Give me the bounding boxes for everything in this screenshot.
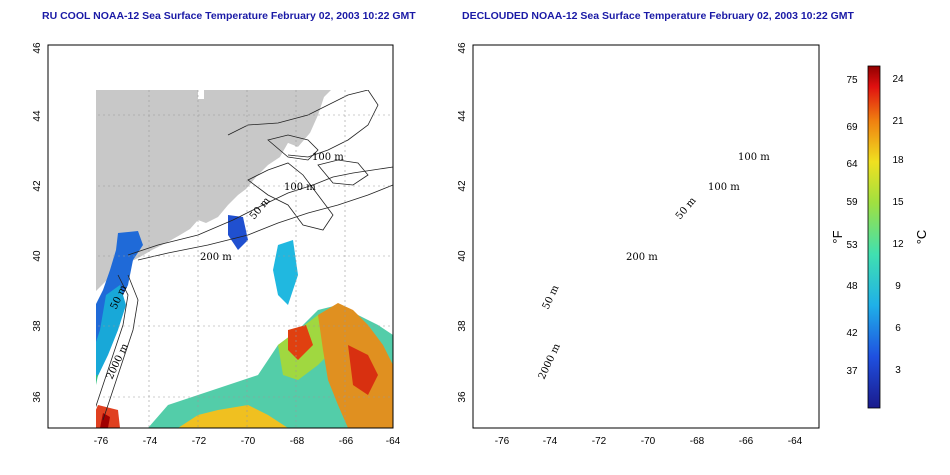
lon-tick-label: -74 [543, 436, 558, 447]
lon-tick-label: -70 [241, 436, 256, 447]
colorbar-c-label: 18 [892, 155, 904, 166]
lon-tick-label: -70 [641, 436, 656, 447]
lon-tick-label: -72 [592, 436, 607, 447]
colorbar-c-label: 6 [895, 323, 901, 334]
lat-tick-label: 38 [32, 320, 43, 332]
lon-tick-label: -76 [495, 436, 510, 447]
lon-tick-label: -64 [386, 436, 401, 447]
left-map [96, 90, 394, 428]
lat-tick-label: 38 [457, 320, 468, 332]
colorbar-c-label: 15 [892, 197, 904, 208]
lon-tick-label: -76 [94, 436, 109, 447]
lat-tick-label: 42 [457, 180, 468, 192]
contour-label-2000m: 2000 m [537, 342, 563, 382]
contour-label-100m-a: 100 m [312, 152, 344, 163]
colorbar-c-label: 21 [892, 116, 904, 127]
lat-tick-label: 46 [457, 42, 468, 54]
left-panel-title: RU COOL NOAA-12 Sea Surface Temperature … [42, 10, 416, 22]
colorbar-c-label: 12 [892, 239, 904, 250]
colorbar-f-label: 64 [846, 159, 858, 170]
colorbar-f-label: 37 [846, 366, 858, 377]
colorbar-c-label: 9 [895, 281, 901, 292]
lat-tick-label: 44 [457, 110, 468, 122]
right-map-frame [472, 44, 820, 429]
colorbar-f-label: 75 [846, 75, 858, 86]
colorbar-f-label: 42 [846, 328, 858, 339]
lat-tick-label: 40 [457, 250, 468, 262]
contour-label-100m-b: 100 m [708, 182, 740, 193]
colorbar-f-label: 59 [846, 197, 858, 208]
colorbar-unit-f: °F [830, 230, 845, 243]
lon-tick-label: -72 [192, 436, 207, 447]
contour-label-50m-b: 50 m [541, 283, 562, 311]
lon-tick-label: -68 [290, 436, 305, 447]
right-lon-axis: -76 -74 -72 -70 -68 -66 -64 [495, 436, 803, 447]
colorbar-gradient [867, 65, 881, 409]
colorbar-c-label: 3 [895, 365, 901, 376]
contour-label-200m: 200 m [626, 252, 658, 263]
right-lat-axis: 46 44 42 40 38 36 [457, 42, 468, 403]
lat-tick-label: 42 [32, 180, 43, 192]
lat-tick-label: 40 [32, 250, 43, 262]
colorbar-unit-c: °C [914, 230, 929, 245]
lat-tick-label: 36 [32, 391, 43, 403]
left-lon-axis: -76 -74 -72 -70 -68 -66 -64 [94, 436, 401, 447]
lon-tick-label: -68 [690, 436, 705, 447]
right-map [473, 45, 819, 428]
colorbar-c-label: 24 [892, 74, 904, 85]
contour-label-100m-b: 100 m [284, 182, 316, 193]
lon-tick-label: -66 [339, 436, 354, 447]
contour-label-100m-a: 100 m [738, 152, 770, 163]
lat-tick-label: 44 [32, 110, 43, 122]
colorbar-f-label: 69 [846, 122, 858, 133]
lon-tick-label: -74 [143, 436, 158, 447]
left-lat-axis: 46 44 42 40 38 36 [32, 42, 43, 403]
lon-tick-label: -64 [788, 436, 803, 447]
lat-tick-label: 36 [457, 391, 468, 403]
contour-label-200m: 200 m [200, 252, 232, 263]
colorbar: 75 69 64 59 53 48 42 37 24 21 18 15 12 9… [830, 65, 929, 409]
contour-label-50m-a: 50 m [674, 195, 699, 222]
lon-tick-label: -66 [739, 436, 754, 447]
colorbar-f-label: 48 [846, 281, 858, 292]
colorbar-f-label: 53 [846, 240, 858, 251]
right-panel-title: DECLOUDED NOAA-12 Sea Surface Temperatur… [462, 10, 854, 22]
lat-tick-label: 46 [32, 42, 43, 54]
left-map-frame [47, 44, 394, 429]
